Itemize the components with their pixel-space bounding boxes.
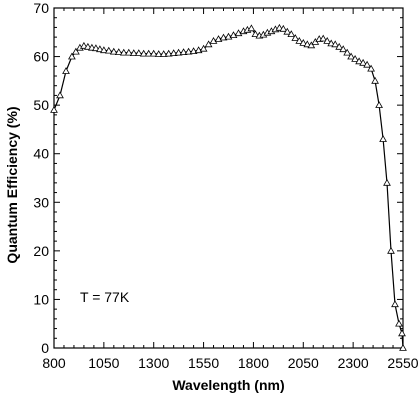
data-point-triangle	[395, 319, 403, 327]
data-point-triangle	[335, 42, 344, 50]
data-point-triangle	[331, 40, 340, 48]
data-point-triangle	[299, 38, 308, 46]
data-point-triangle	[72, 47, 80, 55]
data-point-triangle	[219, 33, 228, 41]
axes	[53, 7, 404, 349]
data-point-triangle	[80, 41, 88, 49]
x-tick-label: 1800	[238, 355, 269, 371]
data-point-triangle	[399, 343, 407, 351]
data-point-triangle	[109, 47, 118, 55]
data-point-triangle	[283, 27, 292, 35]
series-layer	[50, 23, 407, 351]
y-tick-label: 50	[33, 97, 49, 113]
data-point-triangle	[179, 48, 188, 55]
data-point-triangle	[234, 29, 243, 37]
y-tick-label: 10	[33, 291, 49, 307]
data-point-triangle	[343, 48, 352, 56]
data-point-triangle	[96, 45, 104, 53]
data-point-triangle	[379, 135, 387, 142]
data-point-triangle	[204, 40, 213, 48]
data-point-triangle	[279, 24, 288, 32]
data-point-triangle	[247, 24, 256, 32]
data-point-triangle	[367, 64, 375, 72]
x-tick-label: 800	[42, 355, 66, 371]
y-tick-label: 20	[33, 243, 49, 259]
data-point-triangle	[164, 49, 173, 57]
data-point-triangle	[129, 49, 138, 56]
y-tick-label: 40	[33, 146, 49, 162]
data-point-triangle	[92, 44, 100, 52]
data-point-triangle	[355, 57, 363, 65]
data-point-triangle	[327, 39, 336, 47]
data-point-triangle	[119, 48, 128, 56]
x-tick-label: 2050	[288, 355, 319, 371]
x-tick-label: 1050	[88, 355, 119, 371]
data-point-triangle	[291, 34, 300, 41]
data-point-triangle	[184, 47, 193, 55]
data-point-triangle	[383, 178, 391, 186]
data-point-triangle	[124, 48, 133, 56]
data-point-triangle	[144, 49, 153, 57]
data-point-triangle	[347, 52, 355, 60]
data-point-triangle	[351, 54, 359, 62]
data-point-triangle	[295, 36, 304, 44]
data-point-triangle	[62, 67, 70, 74]
data-point-triangle	[68, 52, 76, 60]
x-tick-label: 1300	[138, 355, 169, 371]
ticks: 800 1050 1300 1550 1800 2050 2300 2550 0 10 20 30 40…	[33, 0, 418, 371]
data-point-triangle	[169, 49, 178, 56]
data-point-triangle	[174, 48, 183, 56]
y-tick-label: 70	[33, 0, 49, 16]
data-point-triangle	[251, 30, 260, 37]
data-point-triangle	[391, 300, 399, 308]
data-point-triangle	[50, 105, 58, 113]
data-point-triangle	[199, 44, 208, 52]
x-tick-label: 2300	[338, 355, 369, 371]
y-tick-label: 30	[33, 194, 49, 210]
data-point-triangle	[139, 49, 148, 57]
data-point-triangle	[398, 329, 406, 337]
y-axis-title: Quantum Efficiency (%)	[4, 106, 20, 263]
data-point-triangle	[371, 76, 379, 84]
x-axis-title: Wavelength (nm)	[172, 377, 284, 393]
data-point-triangle	[209, 36, 218, 44]
data-point-triangle	[159, 50, 168, 57]
data-point-triangle	[359, 58, 367, 66]
data-point-triangle	[189, 47, 198, 54]
data-point-triangle	[287, 30, 296, 37]
data-point-triangle	[307, 41, 316, 49]
x-tick-label: 1550	[188, 355, 219, 371]
data-point-triangle	[387, 246, 395, 254]
x-tick-label: 2550	[387, 355, 418, 371]
data-point-triangle	[84, 42, 92, 50]
data-point-triangle	[339, 45, 348, 53]
data-point-triangle	[229, 31, 238, 38]
data-point-triangle	[303, 40, 312, 48]
data-point-triangle	[375, 101, 383, 108]
y-tick-label: 0	[41, 340, 49, 356]
data-point-triangle	[104, 46, 113, 54]
data-point-triangle	[114, 48, 123, 55]
data-point-triangle	[154, 50, 163, 57]
data-point-triangle	[56, 91, 64, 99]
data-point-triangle	[275, 23, 284, 31]
data-point-triangle	[323, 36, 332, 44]
data-point-triangle	[319, 34, 328, 42]
data-point-triangle	[149, 49, 158, 57]
plot-frame	[53, 7, 404, 349]
y-tick-label: 60	[33, 49, 49, 65]
data-point-triangle	[363, 60, 371, 68]
data-point-triangle	[134, 49, 143, 56]
data-point-triangle	[100, 46, 108, 54]
temperature-annotation: T = 77K	[80, 289, 130, 305]
